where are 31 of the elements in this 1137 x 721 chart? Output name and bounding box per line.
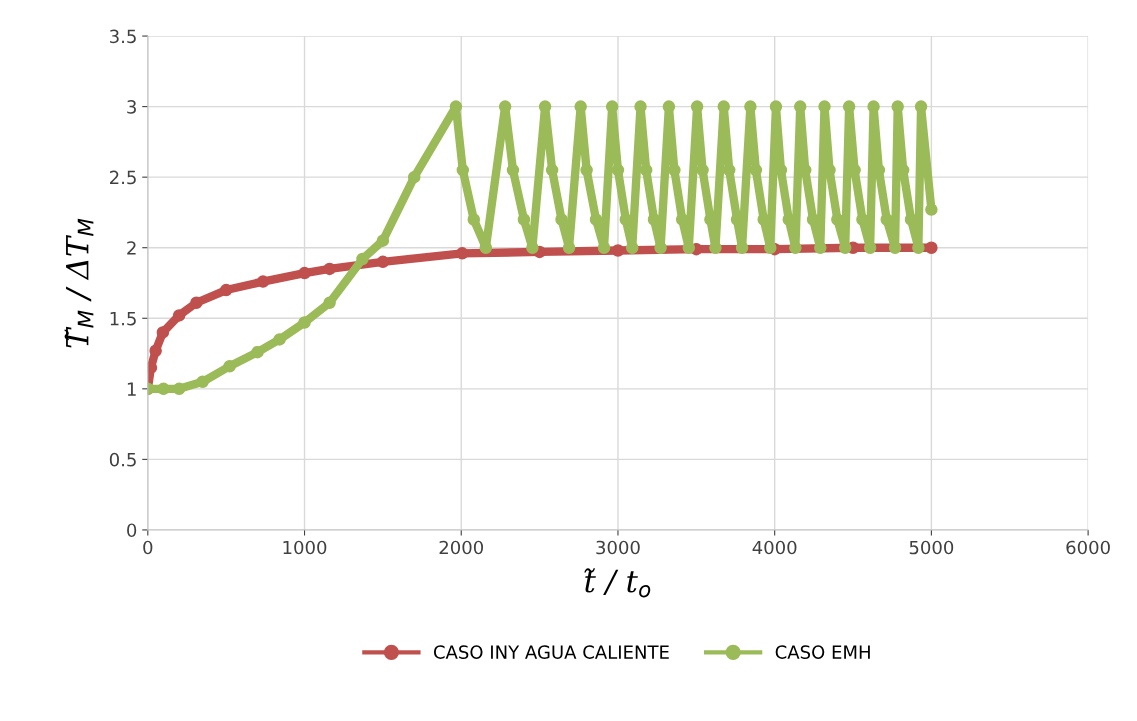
legend-label: CASO INY AGUA CALIENTE xyxy=(433,645,669,659)
y-tick-label: 3 xyxy=(127,100,136,114)
point xyxy=(172,309,186,322)
y-tick-label: 1 xyxy=(127,382,136,396)
point xyxy=(323,262,336,276)
x-tick-label: 4000 xyxy=(752,540,797,555)
y-tick-label: 1.5 xyxy=(110,311,136,326)
y-tick-label: 2 xyxy=(127,241,136,255)
point xyxy=(156,326,170,339)
x-tick-label: 2000 xyxy=(439,540,484,555)
x-tick-label: 6000 xyxy=(1066,540,1110,555)
point xyxy=(149,344,162,357)
point xyxy=(298,266,311,280)
point xyxy=(925,241,938,254)
y-tick-label: 0.5 xyxy=(109,452,136,467)
y-tick-label: 3.5 xyxy=(110,29,136,44)
x-tick-label: 1000 xyxy=(283,540,327,555)
x-axis-title: t̃ / t$_{o}$ xyxy=(584,568,651,598)
point xyxy=(256,275,270,288)
point xyxy=(190,296,203,309)
y-axis-title: T̃$_{M}$ / ΔT$_{M}$ xyxy=(64,218,94,348)
point xyxy=(376,255,390,269)
y-tick-label: 0 xyxy=(127,523,137,538)
x-tick-label: 5000 xyxy=(909,540,954,555)
point xyxy=(611,244,625,257)
x-tick-label: 0 xyxy=(143,540,153,555)
point xyxy=(219,283,233,297)
legend-label: CASO EMH xyxy=(775,645,870,659)
x-tick-label: 3000 xyxy=(596,540,640,555)
y-tick-label: 2.5 xyxy=(110,170,136,185)
point xyxy=(455,247,469,260)
